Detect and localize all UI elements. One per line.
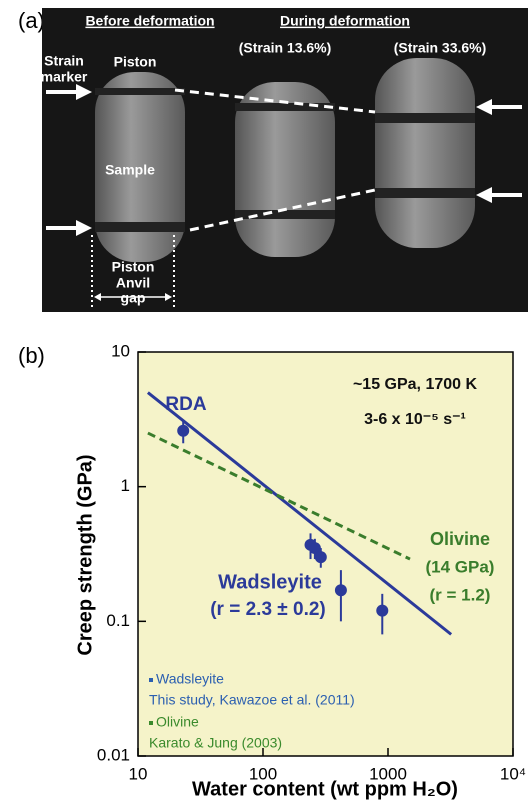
marker-links <box>174 88 376 232</box>
x-axis-label: Water content (wt ppm H₂O) <box>192 778 458 800</box>
annotation: ~15 GPa, 1700 K <box>353 376 478 393</box>
y-tick-label: 0.1 <box>106 611 130 630</box>
sample-image <box>95 72 185 262</box>
y-tick-label: 0.01 <box>97 745 130 764</box>
point <box>308 542 321 555</box>
point <box>314 551 327 564</box>
annotation: gap <box>121 290 146 306</box>
legend-label: Wadsleyite <box>156 671 224 687</box>
legend-swatch <box>149 678 153 682</box>
arrows <box>46 84 522 236</box>
annotation: Wadsleyite <box>218 571 322 593</box>
annotation: Piston <box>112 259 155 275</box>
x-tick-label: 100 <box>249 764 277 783</box>
strain-label: (Strain 33.6%) <box>394 40 487 56</box>
legend-swatch <box>149 721 153 725</box>
y-tick-label: 1 <box>121 476 130 495</box>
annotation: Sample <box>105 162 155 178</box>
point <box>376 604 389 617</box>
legend-label: Olivine <box>156 714 199 730</box>
strain-label: (Strain 13.6%) <box>239 40 332 56</box>
annotation: 3-6 x 10⁻⁵ s⁻¹ <box>364 411 466 428</box>
annotation: RDA <box>165 394 206 415</box>
x-tick-label: 10⁴ <box>500 764 526 783</box>
fit-line <box>146 391 453 636</box>
annotation: Olivine <box>430 529 490 549</box>
annotation: Piston <box>114 54 157 70</box>
x-tick-label: 1000 <box>369 764 407 783</box>
legend-source: This study, Kawazoe et al. (2011) <box>149 692 355 708</box>
header: Before deformation <box>85 13 214 29</box>
fit-line <box>147 431 411 561</box>
point <box>334 584 347 597</box>
x-tick-label: 10 <box>129 764 148 783</box>
annotation: (14 GPa) <box>426 557 495 576</box>
y-axis-label: Creep strength (GPa) <box>74 454 96 655</box>
panel-label: (a) <box>18 8 45 33</box>
annotation: Strain <box>44 53 84 69</box>
header: During deformation <box>280 13 410 29</box>
panel-a: (a) Before deformation During deformatio… <box>18 8 528 312</box>
gap-arrow <box>94 293 172 301</box>
annotation: marker <box>41 69 88 85</box>
legend-source: Karato & Jung (2003) <box>149 735 282 751</box>
y-tick-label: 10 <box>111 341 130 360</box>
annotation: Anvil <box>116 275 150 291</box>
marker-bands <box>95 88 475 232</box>
annotation: (r = 1.2) <box>430 585 491 604</box>
annotation: (r = 2.3 ± 0.2) <box>210 599 326 620</box>
sample-image <box>375 58 475 248</box>
point <box>177 424 190 437</box>
panel-label: (b) <box>18 343 45 368</box>
